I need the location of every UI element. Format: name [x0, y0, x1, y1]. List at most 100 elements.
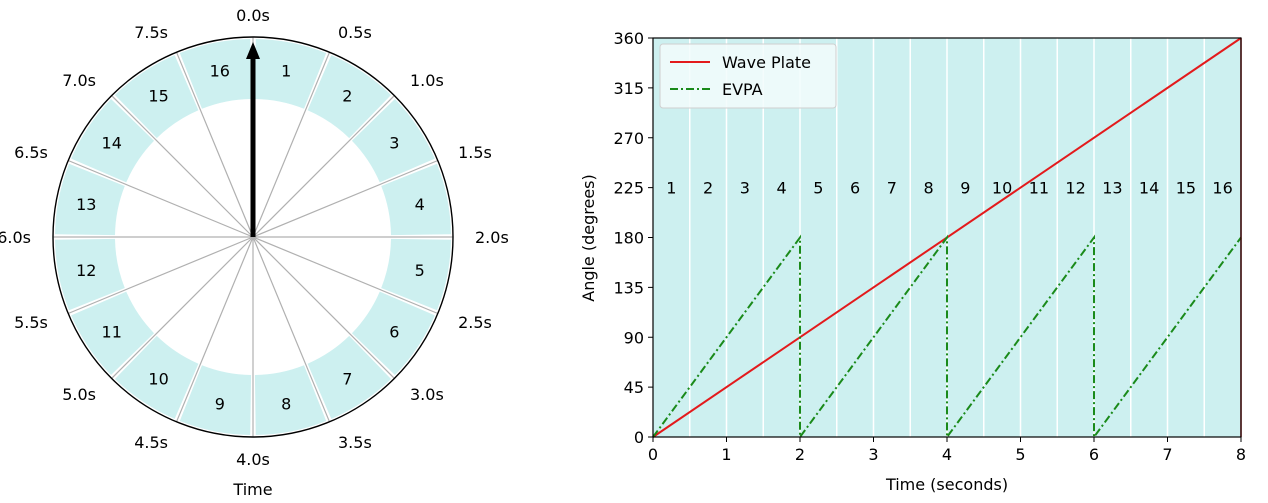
- polar-spoke: [111, 236, 254, 379]
- polar-time-label: 1.5s: [458, 143, 492, 162]
- polar-time-label: 5.0s: [62, 385, 96, 404]
- band-label: 16: [1212, 179, 1232, 198]
- y-tick-label: 270: [613, 129, 644, 148]
- polar-spoke: [252, 95, 395, 238]
- polar-segment-4: [381, 163, 451, 236]
- polar-time-label: 3.5s: [338, 433, 372, 452]
- polar-spoke: [67, 159, 254, 238]
- polar-time-label: 1.0s: [410, 71, 444, 90]
- legend-box: [659, 43, 837, 109]
- polar-segment-9: [179, 365, 252, 435]
- y-tick-label: 0: [634, 428, 644, 447]
- polar-segment-label: 11: [102, 322, 122, 341]
- polar-segment-12: [55, 238, 125, 311]
- polar-segment-14: [71, 98, 155, 183]
- polar-segment-label: 8: [281, 395, 291, 414]
- polar-segment-label: 13: [76, 195, 96, 214]
- legend-label-wave-plate: Wave Plate: [722, 53, 811, 72]
- x-tick-label: 8: [1236, 445, 1246, 464]
- y-tick-label: 45: [624, 378, 644, 397]
- polar-segment-label: 9: [215, 395, 225, 414]
- band-label: 11: [1029, 179, 1049, 198]
- polar-time-label: 5.5s: [14, 313, 48, 332]
- polar-time-label: 7.5s: [134, 23, 168, 42]
- band-label: 10: [992, 179, 1012, 198]
- polar-segment-11: [71, 291, 155, 376]
- polar-spoke: [175, 51, 254, 238]
- polar-segment-16: [179, 39, 252, 109]
- polar-outer-circle: [52, 36, 454, 438]
- polar-spoke: [67, 236, 254, 315]
- polar-time-label: 2.5s: [458, 313, 492, 332]
- x-tick-label: 6: [1089, 445, 1099, 464]
- polar-segment-label: 12: [76, 261, 96, 280]
- x-tick-label: 7: [1162, 445, 1172, 464]
- band-label: 14: [1139, 179, 1159, 198]
- series-line-evpa: [652, 234, 1242, 441]
- polar-segment-label: 3: [389, 134, 399, 153]
- polar-time-label: 4.5s: [134, 433, 168, 452]
- band-label: 13: [1102, 179, 1122, 198]
- polar-time-label: 2.0s: [475, 228, 509, 247]
- pointer-head: [246, 42, 260, 59]
- polar-spoke: [252, 236, 395, 379]
- polar-segment-label: 1: [281, 61, 291, 80]
- y-tick-label: 180: [613, 229, 644, 248]
- band-label: 4: [777, 179, 787, 198]
- polar-time-label: 0.0s: [236, 6, 270, 25]
- polar-spoke: [175, 236, 254, 423]
- polar-time-label: 7.0s: [62, 71, 96, 90]
- polar-xlabel: Time: [232, 480, 272, 499]
- band-label: 2: [703, 179, 713, 198]
- band-label: 15: [1176, 179, 1196, 198]
- y-tick-label: 135: [613, 278, 644, 297]
- polar-segment-7: [307, 335, 392, 419]
- y-tick-label: 315: [613, 79, 644, 98]
- polar-segment-label: 7: [342, 369, 352, 388]
- x-tick-label: 2: [795, 445, 805, 464]
- polar-segment-8: [254, 365, 327, 435]
- polar-time-label: 6.0s: [0, 228, 31, 247]
- polar-segment-15: [114, 55, 199, 139]
- x-tick-label: 3: [868, 445, 878, 464]
- band-label: 6: [850, 179, 860, 198]
- polar-segment-label: 10: [148, 369, 168, 388]
- polar-labels: 0.0s 0.5s 1.0s 1.5s 2.0s 2.5s 3.0s 3.5s 4.0s 4.5s…: [0, 6, 509, 469]
- polar-spoke: [252, 236, 331, 423]
- legend-label-evpa: EVPA: [722, 80, 763, 99]
- x-axis-label: Time (seconds): [885, 475, 1008, 494]
- y-axis-ticks: 0 45 90 135 180 225 270 315 360: [613, 29, 653, 447]
- polar-segment-label: 16: [210, 61, 230, 80]
- x-tick-label: 5: [1015, 445, 1025, 464]
- line-band-labels: 1 2 3 4 5 6 7 8 9 10 11 12 13 14 15 16: [666, 179, 1232, 198]
- polar-segment-label: 2: [342, 87, 352, 106]
- polar-segment-label: 5: [415, 261, 425, 280]
- polar-time-label: 0.5s: [338, 23, 372, 42]
- band-label: 3: [740, 179, 750, 198]
- polar-spoke: [111, 95, 254, 238]
- y-tick-label: 360: [613, 29, 644, 48]
- polar-time-label: 6.5s: [14, 143, 48, 162]
- polar-segment-label: 6: [389, 322, 399, 341]
- polar-segment-2: [307, 55, 392, 139]
- polar-spoke: [252, 51, 331, 238]
- band-label: 5: [813, 179, 823, 198]
- polar-segment-10: [114, 335, 199, 419]
- x-axis-ticks: 0 1 2 3 4 5 6 7 8: [648, 437, 1246, 464]
- polar-segment-6: [351, 291, 435, 376]
- polar-spokes: [53, 37, 453, 437]
- x-tick-label: 1: [721, 445, 731, 464]
- polar-time-label: 3.0s: [410, 385, 444, 404]
- band-label: 9: [960, 179, 970, 198]
- polar-segment-5: [381, 238, 451, 311]
- polar-spoke: [252, 236, 439, 315]
- x-tick-label: 0: [648, 445, 658, 464]
- band-label: 8: [924, 179, 934, 198]
- x-tick-label: 4: [942, 445, 952, 464]
- band-label: 1: [666, 179, 676, 198]
- polar-segment-label: 4: [415, 195, 425, 214]
- y-tick-label: 90: [624, 328, 644, 347]
